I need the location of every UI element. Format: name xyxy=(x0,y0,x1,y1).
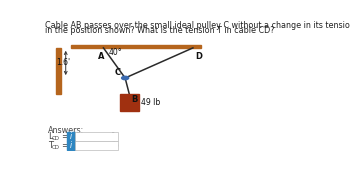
Text: i: i xyxy=(70,141,72,150)
Text: 40°: 40° xyxy=(108,48,122,57)
Text: ft: ft xyxy=(111,132,117,141)
Text: D: D xyxy=(195,52,202,61)
Text: A: A xyxy=(97,52,104,61)
Text: in the position shown? What is the tension T in cable CD?: in the position shown? What is the tensi… xyxy=(45,26,275,35)
Bar xyxy=(76,132,118,140)
Text: Cable AB passes over the small ideal pulley C without a change in its tension. W: Cable AB passes over the small ideal pul… xyxy=(45,21,350,30)
Text: L: L xyxy=(48,132,52,141)
Text: =: = xyxy=(61,132,68,141)
Circle shape xyxy=(121,76,129,80)
Bar xyxy=(71,45,201,48)
Bar xyxy=(120,94,139,111)
Text: B: B xyxy=(131,95,138,104)
Text: 49 lb: 49 lb xyxy=(141,98,160,107)
Bar xyxy=(67,141,76,150)
Text: CD: CD xyxy=(52,145,60,150)
Text: =: = xyxy=(61,141,68,150)
Text: lb: lb xyxy=(111,141,119,150)
Text: T: T xyxy=(48,141,53,150)
Text: C: C xyxy=(114,68,120,77)
Bar xyxy=(67,132,76,140)
Text: Answers:: Answers: xyxy=(48,126,84,135)
Text: i: i xyxy=(70,132,72,141)
Text: CD: CD xyxy=(52,136,60,141)
Bar xyxy=(76,141,118,150)
Bar xyxy=(56,48,61,94)
Text: 1.6': 1.6' xyxy=(56,58,70,67)
